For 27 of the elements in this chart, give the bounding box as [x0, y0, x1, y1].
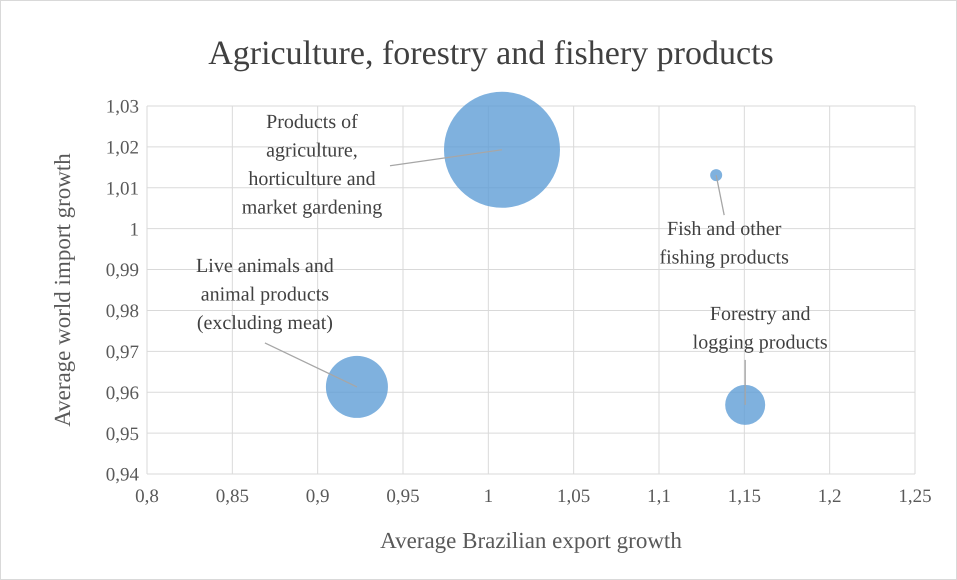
x-tick-label: 0,95 [386, 486, 420, 507]
y-tick-label: 1,01 [106, 178, 139, 200]
x-tick-label: 0,85 [216, 486, 249, 507]
x-tick-label: 1,15 [728, 486, 761, 507]
x-tick-label: 0,9 [306, 486, 330, 507]
y-tick-label: 0,97 [106, 342, 139, 363]
y-tick-label: 0,99 [106, 260, 139, 282]
x-tick-label: 1,2 [818, 486, 842, 507]
y-tick-label: 1,02 [106, 138, 139, 159]
chart-title: Agriculture, forestry and fishery products [208, 35, 774, 72]
x-tick-label: 1,1 [647, 486, 671, 507]
y-tick-label: 0,94 [106, 464, 140, 486]
annotation: Live animals and animal products (excluding meat) [196, 254, 334, 334]
y-tick-label: 1,03 [106, 96, 139, 118]
x-axis-title: Average Brazilian export growth [380, 528, 682, 553]
y-tick-label: 0,98 [106, 301, 139, 322]
annotation: Products of agriculture, horticulture and market gardening [242, 110, 382, 218]
annotation: Fish and other fishing products [659, 218, 790, 269]
x-tick-label: 1,05 [557, 486, 590, 507]
x-tick-label: 0,8 [135, 486, 159, 507]
x-tick-label: 1 [484, 486, 494, 507]
y-axis-title: Average world import growth [50, 152, 75, 427]
y-tick-label: 0,95 [106, 424, 139, 445]
y-tick-label: 0,96 [106, 382, 139, 404]
annotation: Forestry and logging products [692, 302, 828, 354]
x-tick-label: 1,25 [898, 486, 932, 507]
y-tick-label: 1 [130, 219, 139, 240]
